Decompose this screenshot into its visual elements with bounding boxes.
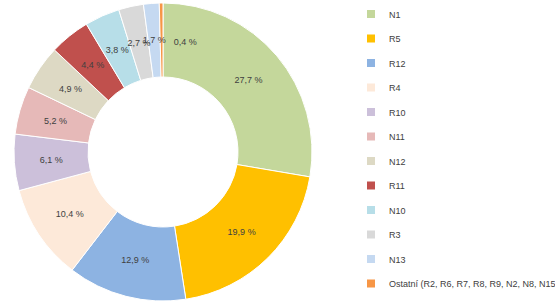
data-label: 4,4 % bbox=[81, 60, 104, 70]
legend-swatch bbox=[367, 231, 375, 239]
legend-swatch bbox=[367, 35, 375, 43]
legend-label: R5 bbox=[389, 34, 401, 44]
legend-swatch bbox=[367, 133, 375, 141]
legend-swatch bbox=[367, 182, 375, 190]
data-label: 3,8 % bbox=[106, 45, 129, 55]
legend-label: N13 bbox=[389, 255, 406, 265]
legend-label: R10 bbox=[389, 108, 406, 118]
data-label: 27,7 % bbox=[235, 75, 263, 85]
legend: N1 R5 R12 R4 R10 N11 N12 R11 N10 R3 N13 Ostatní (R2… bbox=[367, 10, 555, 290]
slice bbox=[163, 3, 312, 177]
chart: 27,7 % 19,9 % 12,9 % 10,4 % 6,1 % 5,2 % 4,9 % 4… bbox=[0, 0, 555, 305]
slice bbox=[174, 165, 309, 300]
legend-label: N1 bbox=[389, 10, 401, 20]
legend-label: Ostatní (R2, R6, R7, R8, R9, N2, N8, N15… bbox=[389, 279, 555, 289]
legend-swatch bbox=[367, 255, 375, 263]
data-label: 12,9 % bbox=[121, 255, 149, 265]
legend-swatch bbox=[367, 84, 375, 92]
legend-label: R3 bbox=[389, 230, 401, 240]
data-label: 1,7 % bbox=[143, 35, 166, 45]
legend-label: R12 bbox=[389, 59, 406, 69]
legend-swatch bbox=[367, 108, 375, 116]
legend-swatch bbox=[367, 206, 375, 214]
slices bbox=[14, 3, 312, 301]
data-label: 5,2 % bbox=[44, 116, 67, 126]
data-labels: 27,7 % 19,9 % 12,9 % 10,4 % 6,1 % 5,2 % 4,9 % 4… bbox=[40, 35, 263, 265]
legend-swatch bbox=[367, 157, 375, 165]
data-label: 0,4 % bbox=[174, 37, 197, 47]
legend-label: R4 bbox=[389, 83, 401, 93]
legend-swatch bbox=[367, 280, 375, 288]
legend-swatch bbox=[367, 59, 375, 67]
legend-label: N10 bbox=[389, 206, 406, 216]
legend-swatch bbox=[367, 10, 375, 18]
legend-label: R11 bbox=[389, 181, 405, 191]
legend-label: N11 bbox=[389, 132, 405, 142]
data-label: 19,9 % bbox=[228, 227, 256, 237]
data-label: 6,1 % bbox=[40, 155, 63, 165]
data-label: 4,9 % bbox=[59, 84, 82, 94]
slice bbox=[14, 134, 91, 191]
legend-label: N12 bbox=[389, 157, 406, 167]
data-label: 10,4 % bbox=[56, 209, 84, 219]
